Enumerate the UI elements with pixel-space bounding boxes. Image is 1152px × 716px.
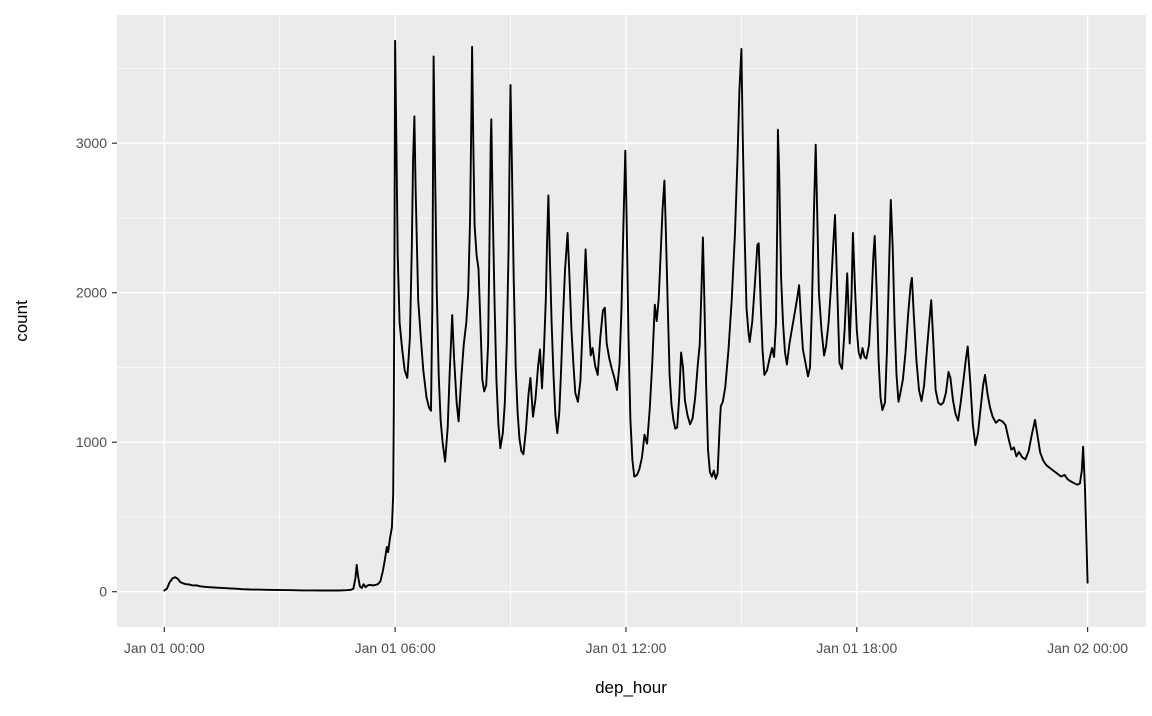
- x-tick-label: Jan 01 12:00: [585, 640, 666, 656]
- x-tick-label: Jan 01 06:00: [355, 640, 436, 656]
- y-axis-tick-labels: 0 1000 2000 3000: [76, 135, 107, 600]
- axis-tick-marks: [112, 142, 1089, 632]
- y-tick-label: 0: [99, 584, 107, 600]
- y-tick-label: 1000: [76, 434, 107, 450]
- y-axis-title: count: [12, 300, 31, 342]
- x-tick-label: Jan 01 18:00: [816, 640, 897, 656]
- y-tick-label: 2000: [76, 285, 107, 301]
- plot-panel: [117, 15, 1146, 627]
- x-axis-title: dep_hour: [595, 678, 667, 697]
- x-tick-label: Jan 01 00:00: [124, 640, 205, 656]
- x-tick-label: Jan 02 00:00: [1047, 640, 1128, 656]
- x-axis-tick-labels: Jan 01 00:00 Jan 01 06:00 Jan 01 12:00 Jan …: [124, 640, 1128, 656]
- frequency-polygon-line: [163, 39, 1089, 592]
- y-tick-label: 3000: [76, 135, 107, 151]
